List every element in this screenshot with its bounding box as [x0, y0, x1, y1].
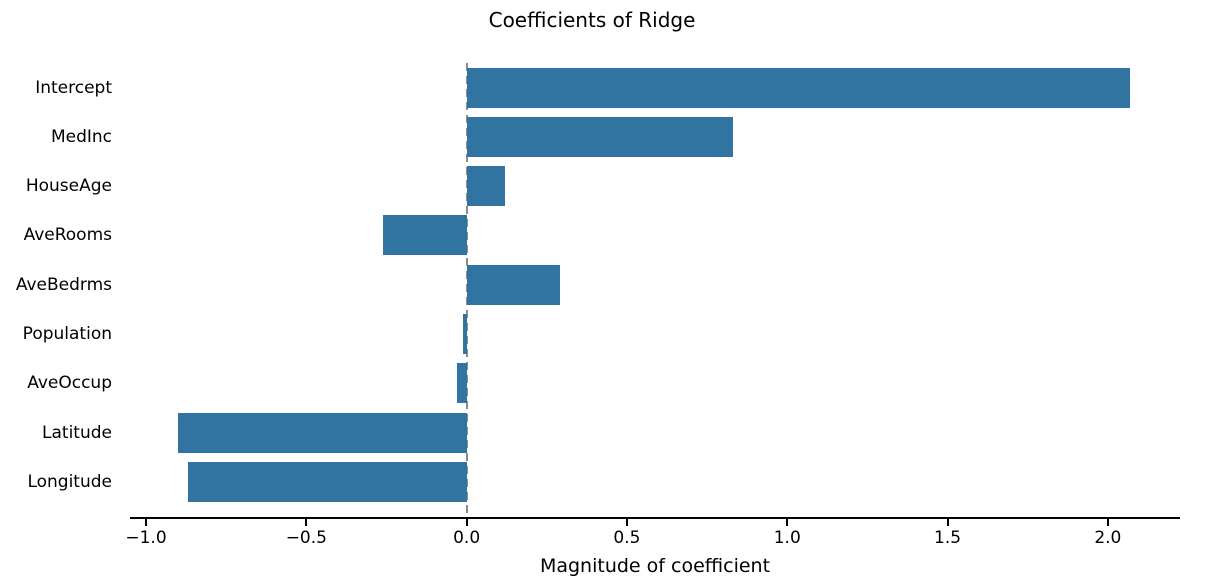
y-tick-label-intercept: Intercept [35, 77, 112, 98]
chart-title: Coefficients of Ridge [488, 8, 696, 32]
x-tick-mark [145, 519, 148, 526]
x-tick-label: 1.0 [773, 528, 801, 548]
x-tick-mark [465, 519, 468, 526]
y-tick-label-latitude: Latitude [42, 422, 112, 443]
x-tick-mark [625, 519, 628, 526]
y-tick-label-aveoccup: AveOccup [27, 373, 112, 394]
x-tick-label: 2.0 [1094, 528, 1122, 548]
y-tick-label-houseage: HouseAge [25, 176, 112, 197]
plot-area [130, 63, 1180, 519]
x-tick-label: −1.0 [125, 528, 167, 548]
y-tick-label-longitude: Longitude [27, 471, 112, 492]
y-tick-label-population: Population [22, 324, 112, 344]
x-tick-label: 1.5 [934, 528, 962, 548]
x-tick-label: 0.0 [453, 528, 481, 548]
x-tick-mark [305, 519, 308, 526]
y-tick-label-averooms: AveRooms [23, 225, 112, 246]
bar-latitude [178, 412, 467, 453]
y-tick-label-avebedrms: AveBedrms [15, 274, 112, 295]
y-tick-label-medinc: MedInc [50, 126, 112, 147]
x-tick-label: 0.5 [613, 528, 641, 548]
bar-avebedrms [466, 264, 560, 305]
bar-medinc [466, 116, 733, 157]
x-axis-title: Magnitude of coefficient [539, 555, 771, 577]
x-tick-label: −0.5 [285, 528, 327, 548]
x-tick-mark [946, 519, 949, 526]
bar-houseage [466, 166, 506, 207]
bar-longitude [187, 461, 467, 502]
bar-population [463, 314, 467, 354]
bar-intercept [466, 67, 1131, 108]
bar-averooms [383, 215, 467, 256]
bar-aveoccup [457, 363, 467, 404]
x-tick-mark [1106, 519, 1109, 526]
x-tick-mark [786, 519, 789, 526]
